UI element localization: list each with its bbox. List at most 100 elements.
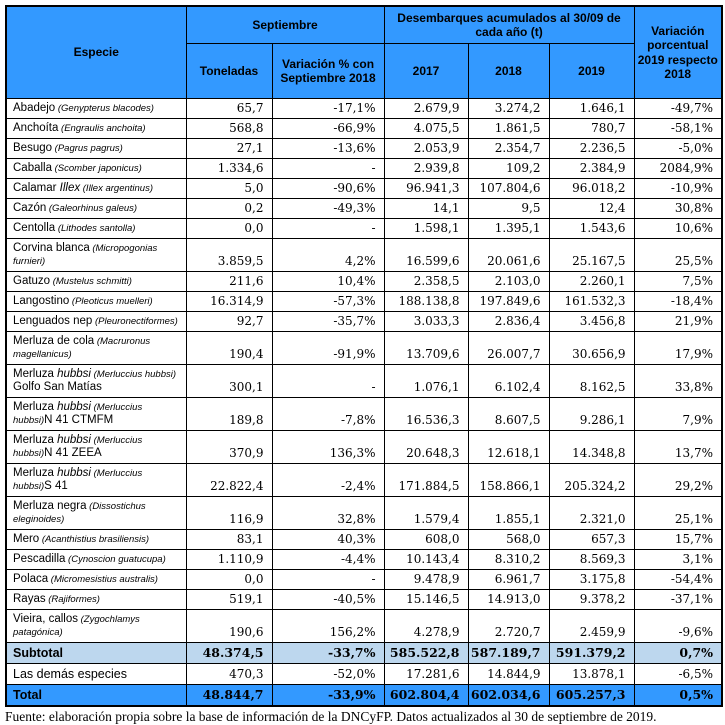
acumulado-2017-value: 1.076,1: [383, 364, 469, 398]
variacion-anual-value: 33,8%: [633, 364, 723, 398]
species-name: Merluza: [13, 434, 54, 446]
toneladas-value: 83,1: [185, 529, 273, 550]
toneladas-value: 92,7: [185, 311, 273, 332]
acumulado-2018-value: 568,0: [467, 529, 550, 550]
variacion-septiembre-value: -: [271, 569, 385, 590]
acumulado-2017-value: 1.579,4: [383, 496, 469, 530]
acumulado-2019-value: 2.459,9: [548, 609, 635, 643]
variacion-septiembre-value: -66,9%: [271, 118, 385, 139]
acumulado-2018-value: 9,5: [467, 198, 550, 219]
variacion-anual-value: 30,8%: [633, 198, 723, 219]
acumulado-2018-value: 20.061,6: [467, 238, 550, 272]
acumulado-2018-value: 2.720,7: [467, 609, 550, 643]
toneladas-value: 211,6: [185, 271, 273, 292]
acumulado-2019-value: 657,3: [548, 529, 635, 550]
col-header-especie: Especie: [5, 5, 187, 99]
variacion-septiembre-value: -57,3%: [271, 291, 385, 312]
variacion-anual-value: 25,1%: [633, 496, 723, 530]
col-group-desembarques: Desembarques acumulados al 30/09 de cada…: [383, 5, 635, 44]
species-name: Caballa: [13, 162, 52, 174]
col-group-septiembre: Septiembre: [185, 5, 385, 44]
other-species-2019: 13.878,1: [548, 663, 635, 685]
other-species-toneladas: 470,3: [185, 663, 273, 685]
table-row: Abadejo (Genypterus blacodes) 65,7 -17,1…: [5, 98, 723, 119]
variacion-anual-value: 10,6%: [633, 218, 723, 239]
acumulado-2018-value: 3.274,2: [467, 98, 550, 119]
table-header: Especie Septiembre Desembarques acumulad…: [5, 5, 723, 99]
toneladas-value: 190,4: [185, 331, 273, 365]
variacion-septiembre-value: -: [271, 218, 385, 239]
species-cell: Centolla (Lithodes santolla): [5, 218, 187, 239]
col-header-toneladas: Toneladas: [185, 43, 273, 99]
other-species-variacion-anual: -6,5%: [633, 663, 723, 685]
variacion-anual-value: 21,9%: [633, 311, 723, 332]
species-scientific-name: (Acanthistius brasiliensis): [39, 534, 150, 545]
variacion-anual-value: 15,7%: [633, 529, 723, 550]
acumulado-2019-value: 9.286,1: [548, 397, 635, 431]
acumulado-2017-value: 4.278,9: [383, 609, 469, 643]
variacion-septiembre-value: 4,2%: [271, 238, 385, 272]
acumulado-2017-value: 15.146,5: [383, 589, 469, 610]
acumulado-2019-value: 3.175,8: [548, 569, 635, 590]
variacion-anual-value: 25,5%: [633, 238, 723, 272]
subtotal-row: Subtotal 48.374,5 -33,7% 585.522,8 587.1…: [5, 642, 723, 664]
source-note: Fuente: elaboración propia sobre la base…: [5, 709, 657, 724]
acumulado-2017-value: 16.599,6: [383, 238, 469, 272]
table-row: Rayas (Rajiformes) 519,1 -40,5% 15.146,5…: [5, 589, 723, 610]
species-cell: Rayas (Rajiformes): [5, 589, 187, 610]
species-scientific-name: (Micromesistius australis): [48, 574, 158, 585]
total-2019: 605.257,3: [548, 684, 635, 707]
variacion-anual-value: -49,7%: [633, 98, 723, 119]
species-rows: Abadejo (Genypterus blacodes) 65,7 -17,1…: [5, 98, 723, 643]
table-row: Pescadilla (Cynoscion guatucupa) 1.110,9…: [5, 549, 723, 570]
species-cell: Merluza de cola (Macruronus magellanicus…: [5, 331, 187, 365]
col-header-variacion-anual: Variación porcentual 2019 respecto 2018: [633, 5, 723, 99]
landings-table: Especie Septiembre Desembarques acumulad…: [5, 5, 724, 707]
acumulado-2019-value: 8.569,3: [548, 549, 635, 570]
variacion-septiembre-value: -13,6%: [271, 138, 385, 159]
species-name-italic: Illex: [56, 182, 81, 194]
acumulado-2018-value: 1.855,1: [467, 496, 550, 530]
acumulado-2018-value: 107.804,6: [467, 178, 550, 199]
other-species-variacion-septiembre: -52,0%: [271, 663, 385, 685]
species-name: Mero: [13, 533, 40, 545]
species-cell: Merluza hubbsi (Merluccius hubbsi)S 41: [5, 463, 187, 497]
acumulado-2017-value: 9.478,9: [383, 569, 469, 590]
acumulado-2017-value: 3.033,3: [383, 311, 469, 332]
table-row: Merluza de cola (Macruronus magellanicus…: [5, 331, 723, 365]
table-row: Langostino (Pleoticus muelleri) 16.314,9…: [5, 291, 723, 312]
species-name: Merluza: [13, 467, 54, 479]
variacion-anual-value: -18,4%: [633, 291, 723, 312]
table-row: Merluza hubbsi (Merluccius hubbsi)N 41 Z…: [5, 430, 723, 464]
species-cell: Langostino (Pleoticus muelleri): [5, 291, 187, 312]
species-name-suffix: N 41 CTMFM: [44, 414, 114, 426]
species-scientific-name: (Scomber japonicus): [52, 163, 142, 174]
species-scientific-name: (Engraulis anchoita): [58, 123, 146, 134]
toneladas-value: 568,8: [185, 118, 273, 139]
species-cell: Vieira, callos (Zygochlamys patagónica): [5, 609, 187, 643]
species-scientific-name: (Pleoticus muelleri): [69, 296, 153, 307]
total-2018: 602.034,6: [467, 684, 550, 707]
table-row: Calamar Illex (Illex argentinus) 5,0 -90…: [5, 178, 723, 199]
species-cell: Merluza hubbsi (Merluccius hubbsi)N 41 C…: [5, 397, 187, 431]
species-cell: Polaca (Micromesistius australis): [5, 569, 187, 590]
total-label: Total: [5, 684, 187, 707]
variacion-anual-value: -9,6%: [633, 609, 723, 643]
variacion-septiembre-value: -17,1%: [271, 98, 385, 119]
toneladas-value: 189,8: [185, 397, 273, 431]
species-scientific-name: (Zygochlamys patagónica): [13, 614, 140, 638]
acumulado-2019-value: 2.236,5: [548, 138, 635, 159]
variacion-anual-value: -5,0%: [633, 138, 723, 159]
species-scientific-name: (Genypterus blacodes): [55, 103, 154, 114]
species-cell: Anchoíta (Engraulis anchoita): [5, 118, 187, 139]
acumulado-2019-value: 14.348,8: [548, 430, 635, 464]
col-header-variacion-septiembre: Variación % con Septiembre 2018: [271, 43, 385, 99]
toneladas-value: 5,0: [185, 178, 273, 199]
species-name-italic: hubbsi: [53, 467, 91, 479]
species-scientific-name: (Illex argentinus): [80, 183, 153, 194]
acumulado-2018-value: 8.607,5: [467, 397, 550, 431]
other-species-2018: 14.844,9: [467, 663, 550, 685]
species-scientific-name: (Pleuronectiformes): [92, 316, 178, 327]
species-name: Rayas: [13, 593, 46, 605]
